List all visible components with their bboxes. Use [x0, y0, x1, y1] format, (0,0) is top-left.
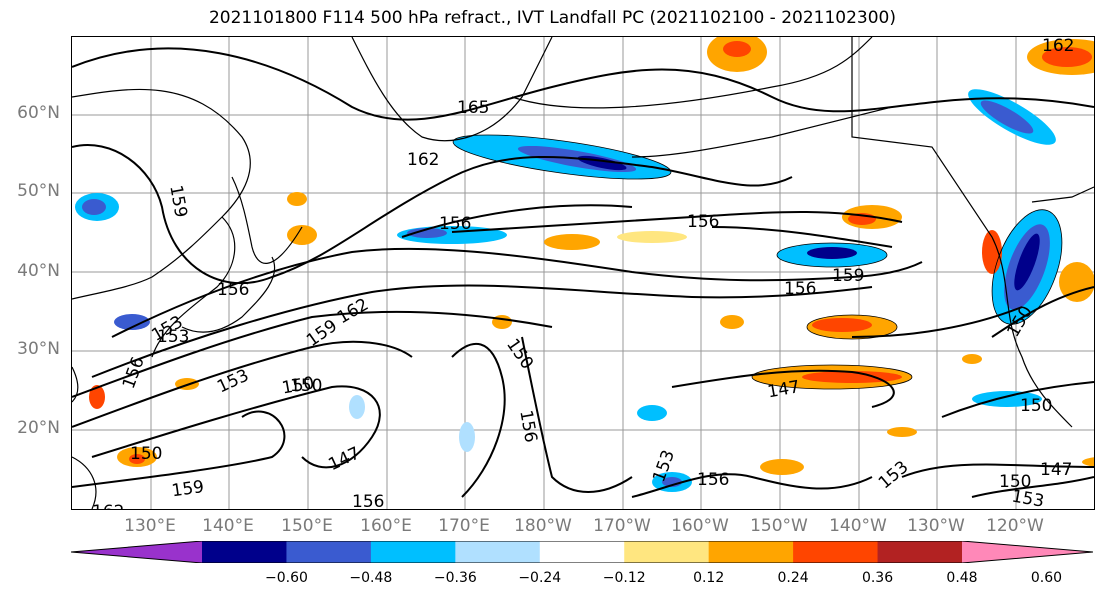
- contour-label: 150: [999, 472, 1031, 492]
- colorbar-segment: [962, 541, 1093, 563]
- contour-label: 150: [290, 376, 322, 396]
- colorbar-segments: [71, 541, 1093, 563]
- colorbar-tick-label: 0.60: [1030, 570, 1063, 586]
- contour-label: 156: [697, 470, 729, 490]
- colorbar-segment: [71, 541, 202, 563]
- ivt-pc-shading: [75, 37, 1094, 492]
- contour-label: 150: [130, 444, 162, 464]
- colorbar-tick-label: −0.12: [602, 570, 646, 586]
- contour-label: 153: [157, 327, 189, 347]
- contour-label: 156: [217, 280, 249, 300]
- colorbar-tick-label: −0.36: [433, 570, 477, 586]
- lon-label-180w: 180°W: [514, 516, 572, 536]
- pc-outlines: [452, 134, 1063, 390]
- contour-label: 156: [784, 279, 816, 299]
- colorbar-tick-label: 0.12: [693, 570, 725, 586]
- contour-label: 159: [170, 477, 205, 501]
- contour-label: 156: [119, 354, 149, 391]
- lon-label-150e: 150°E: [281, 516, 333, 536]
- contour-label: 153: [875, 457, 913, 493]
- lon-label-160e: 160°E: [360, 516, 412, 536]
- contour-label: 162: [92, 502, 124, 509]
- lon-label-160w: 160°W: [671, 516, 729, 536]
- contour-label: 159: [832, 266, 864, 286]
- lon-label-140e: 140°E: [202, 516, 254, 536]
- colorbar-segment: [877, 541, 963, 563]
- contour-label: 147: [1040, 460, 1072, 480]
- colorbar-tick-label: −0.48: [349, 570, 393, 586]
- colorbar: [71, 541, 1093, 563]
- lon-label-130w: 130°W: [907, 516, 965, 536]
- contour-label: 162: [407, 150, 439, 170]
- map-svg: 165 162 159 156 156 156 159 156 162 156 …: [72, 37, 1094, 509]
- colorbar-segment: [539, 541, 625, 563]
- colorbar-tick-label: −0.24: [518, 570, 562, 586]
- contour-label: 156: [687, 212, 719, 232]
- refractivity-contours: [72, 47, 1094, 498]
- contour-label: 156: [515, 409, 540, 444]
- map-panel: 165 162 159 156 156 156 159 156 162 156 …: [71, 36, 1095, 510]
- colorbar-tick-label: 0.24: [777, 570, 809, 586]
- graticule: [72, 37, 1094, 509]
- contour-label: 162: [1042, 37, 1074, 56]
- contour-label: 159: [165, 184, 190, 219]
- lon-label-130e: 130°E: [124, 516, 176, 536]
- lat-label-60n: 60°N: [17, 103, 60, 123]
- colorbar-segment: [793, 541, 879, 563]
- colorbar-segment: [286, 541, 372, 563]
- contour-label: 150: [1020, 396, 1052, 416]
- colorbar-tick-label: 0.48: [946, 570, 978, 586]
- colorbar-tick-label: 0.36: [861, 570, 894, 586]
- colorbar-segment: [708, 541, 794, 563]
- contour-label: 153: [214, 366, 252, 398]
- contour-label: 156: [439, 214, 471, 234]
- contour-label: 156: [352, 492, 384, 509]
- lon-label-120w: 120°W: [986, 516, 1044, 536]
- contour-label: 165: [457, 98, 489, 118]
- lat-label-40n: 40°N: [17, 261, 60, 281]
- colorbar-segment: [455, 541, 541, 563]
- contour-label: 147: [325, 443, 363, 475]
- lon-label-150w: 150°W: [750, 516, 808, 536]
- coastlines: [72, 37, 1094, 509]
- contour-label: 147: [766, 377, 801, 402]
- lat-label-50n: 50°N: [17, 181, 60, 201]
- colorbar-segment: [370, 541, 456, 563]
- colorbar-tick-label: −0.60: [264, 570, 308, 586]
- lon-label-140w: 140°W: [829, 516, 887, 536]
- contour-label: 150: [502, 335, 537, 373]
- lat-label-30n: 30°N: [17, 339, 60, 359]
- map-title: 2021101800 F114 500 hPa refract., IVT La…: [208, 8, 896, 28]
- colorbar-segment: [202, 541, 287, 563]
- contour-label: 162: [334, 295, 372, 329]
- lon-label-170w: 170°W: [593, 516, 651, 536]
- colorbar-segment: [624, 541, 710, 563]
- lon-label-170e: 170°E: [438, 516, 490, 536]
- contour-label: 153: [1010, 487, 1045, 509]
- lat-label-20n: 20°N: [17, 418, 60, 438]
